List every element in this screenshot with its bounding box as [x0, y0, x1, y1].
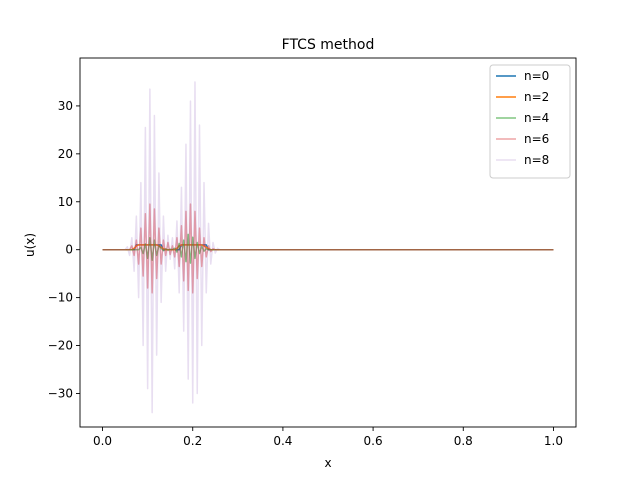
series-line-3 — [102, 203, 554, 294]
legend-label: n=2 — [524, 90, 549, 104]
ticks-layer: 0.0 0.2 0.4 0.6 0.8 1.0 −30 −20 −10 0 10 20 30 — [48, 99, 563, 448]
y-tick-label: 20 — [58, 147, 73, 161]
chart-title: FTCS method — [282, 37, 375, 53]
series-line-2 — [102, 233, 554, 264]
y-tick-label: 30 — [58, 99, 73, 113]
legend-label: n=6 — [524, 132, 549, 146]
x-tick-label: 0.0 — [93, 434, 112, 448]
x-tick-label: 1.0 — [544, 434, 563, 448]
y-tick-label: −20 — [48, 339, 73, 353]
legend-label: n=4 — [524, 111, 549, 125]
x-tick-label: 0.2 — [183, 434, 202, 448]
legend-label: n=0 — [524, 69, 549, 83]
series-layer — [102, 81, 554, 414]
x-tick-label: 0.4 — [273, 434, 292, 448]
x-axis-label: x — [324, 456, 331, 470]
x-tick-label: 0.6 — [364, 434, 383, 448]
y-tick-label: 0 — [65, 243, 73, 257]
legend-label: n=8 — [524, 153, 549, 167]
plot-frame — [79, 57, 577, 428]
y-tick-label: −10 — [48, 291, 73, 305]
y-tick-label: −30 — [48, 386, 73, 400]
y-tick-label: 10 — [58, 195, 73, 209]
y-axis-label: u(x) — [23, 233, 37, 257]
legend-box — [489, 64, 571, 179]
series-line-4 — [102, 81, 554, 414]
legend: n=0 n=2 n=4 n=6 n=8 — [489, 64, 571, 179]
x-tick-label: 0.8 — [454, 434, 473, 448]
